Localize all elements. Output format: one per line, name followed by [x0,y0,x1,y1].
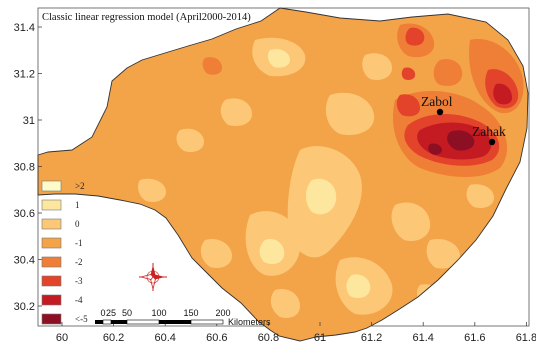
x-tick-label: 60.2 [103,332,124,344]
city-zahak: Zahak [472,124,506,146]
compass-rose-icon [139,263,167,291]
legend-swatch [41,313,62,325]
y-tick-label: 30.4 [14,255,35,267]
legend-swatch [41,294,62,306]
city-zabol: Zabol [421,94,453,116]
x-tick-label: 61.8 [516,332,536,344]
class-minus-5-patches [428,130,475,155]
city-zabol-marker [436,108,444,116]
legend-label: 0 [75,219,80,229]
scale-bar: 0 25 50 100 150 200 Kilometers [95,308,271,327]
legend-swatch [41,180,62,192]
scale-bar-label: 25 [106,308,116,318]
city-zahak-marker [488,138,496,146]
legend-label: -2 [75,257,83,267]
x-tick-label: 61.2 [361,332,382,344]
y-tick-label: 31.2 [14,69,35,81]
x-tick-label: 60.6 [206,332,227,344]
x-tick-label: 60.4 [154,332,175,344]
scale-bar-label: 0 [100,308,105,318]
legend-label: -4 [75,295,83,305]
scale-bar-unit: Kilometers [228,317,271,327]
city-zahak-label: Zahak [472,124,506,139]
legend-label: -1 [75,238,83,248]
y-tick-label: 31.4 [14,22,35,34]
x-tick-label: 61.6 [464,332,485,344]
scale-bar-label: 150 [183,308,198,318]
x-tick-label: 60 [56,332,68,344]
scale-bar-label: 100 [151,308,166,318]
map-title: Classic linear regression model (April20… [42,12,251,23]
scale-bar-label: 50 [122,308,132,318]
legend-label: >2 [75,181,85,191]
y-tick-label: 30.6 [14,208,35,220]
x-tick-label: 61.4 [412,332,433,344]
x-tick-label: 61 [314,332,326,344]
scale-bar-label: 200 [215,308,230,318]
y-axis: 31.4 31.2 31 30.8 30.6 30.4 30.2 [14,22,42,313]
y-tick-label: 31 [23,115,35,127]
legend-swatch [41,256,62,268]
legend-swatch [41,218,62,230]
legend-swatch [41,275,62,287]
y-tick-label: 30.2 [14,301,35,313]
x-tick-label: 60.8 [258,332,279,344]
city-zabol-label: Zabol [421,94,453,109]
class-1-patches [259,49,371,298]
y-tick-label: 30.8 [14,162,35,174]
legend-swatch [41,237,62,249]
x-axis: 60 60.2 60.4 60.6 60.8 61 61.2 61.4 61.6 61.8 [56,322,536,344]
legend-swatch [41,199,62,211]
legend-label: 1 [75,200,80,210]
legend-label: -3 [75,276,83,286]
legend-label: <-5 [75,314,88,324]
legend: >2 1 0 -1 -2 -3 -4 <-5 [41,180,88,325]
